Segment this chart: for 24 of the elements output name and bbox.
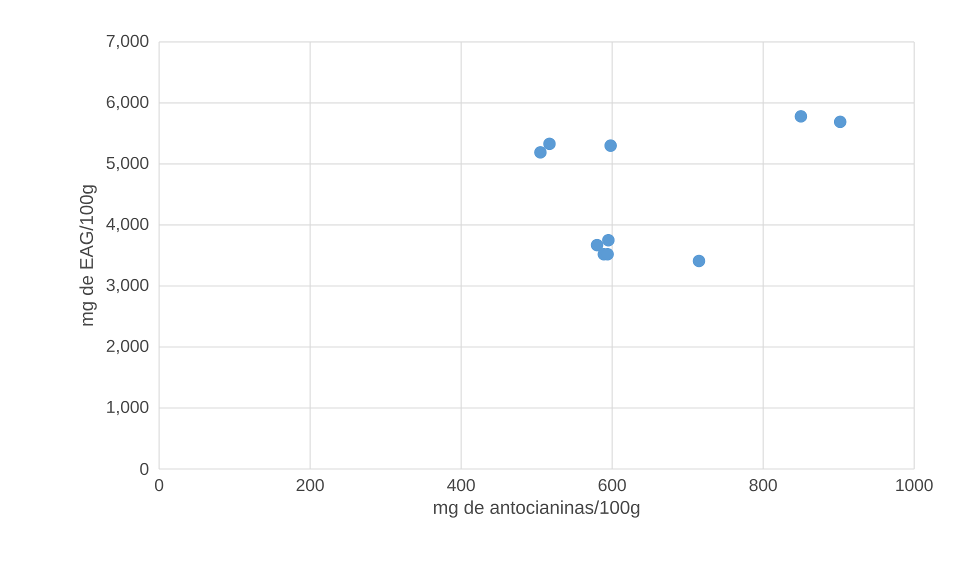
y-tick-label: 6,000 [106, 96, 148, 110]
point [534, 146, 547, 159]
point [590, 238, 604, 252]
point [692, 254, 706, 268]
point [794, 110, 808, 123]
x-tick-label: 0 [154, 479, 164, 492]
x-tick-label: 600 [598, 479, 626, 492]
y-tick-label: 0 [140, 462, 148, 476]
y-tick-label: 1,000 [107, 400, 148, 416]
x-axis-title: mg de antocianinas/100g [434, 500, 640, 518]
y-tick-label: 2,000 [106, 340, 148, 354]
point [602, 234, 615, 247]
y-tick-label: 4,000 [106, 218, 148, 232]
y-axis-title: mg de EAG/100g [79, 185, 97, 326]
point [834, 116, 846, 128]
point [543, 138, 556, 150]
y-tick-label: 7,000 [106, 34, 148, 50]
x-tick-label: 400 [447, 479, 475, 492]
point [604, 139, 617, 152]
y-tick-label: 5,000 [106, 156, 148, 172]
y-tick-label: 3,000 [106, 278, 148, 294]
x-tick-label: 800 [750, 479, 777, 492]
x-tick-label: 1000 [896, 479, 933, 492]
x-tick-label: 200 [296, 479, 324, 492]
